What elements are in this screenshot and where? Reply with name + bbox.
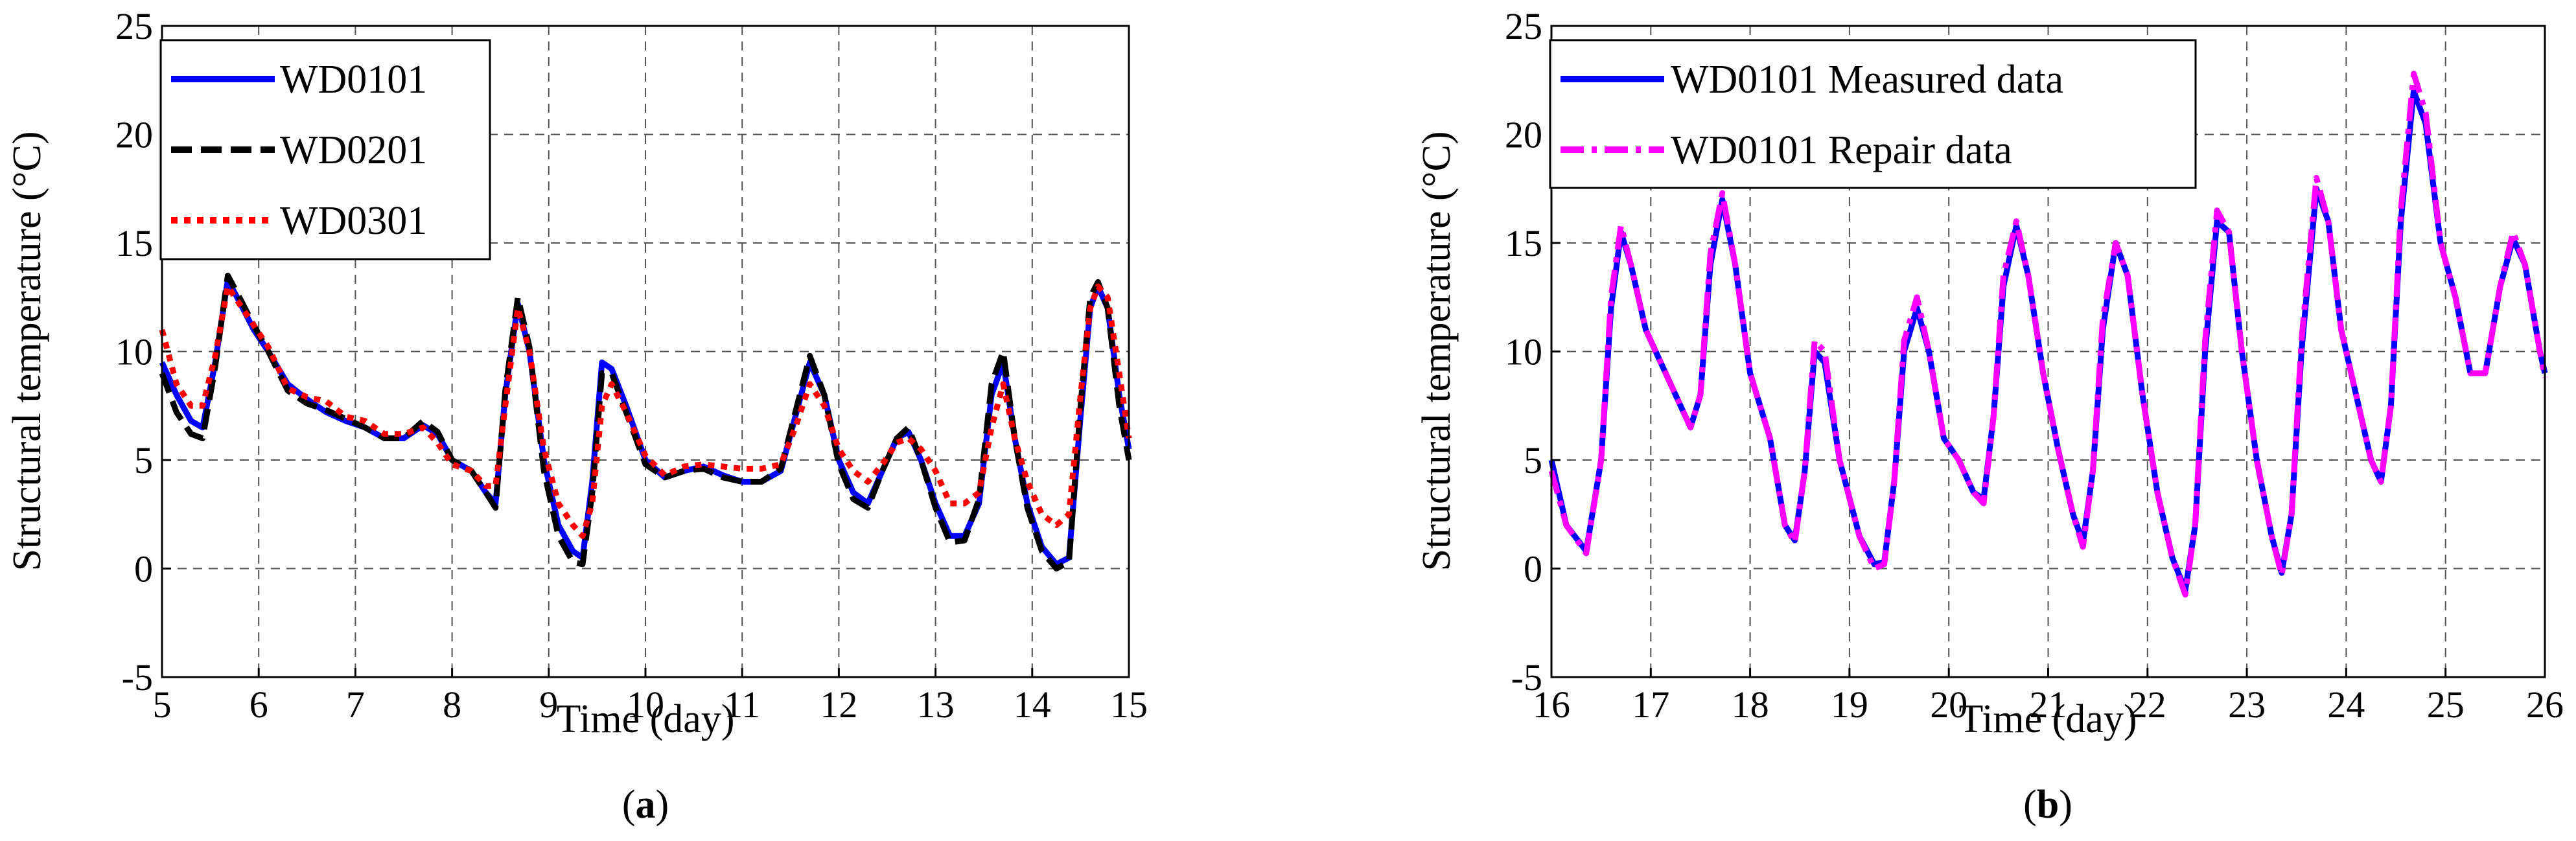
- legend-label-repair: WD0101 Repair data: [1671, 128, 2012, 172]
- x-tick-label: 5: [153, 684, 172, 726]
- x-tick-label: 10: [627, 684, 664, 726]
- x-tick-label: 15: [1110, 684, 1148, 726]
- chart-panel-b: 16 17 18 19 20 21 22 23 24 25 26 -5 0 5 10 15 20 25 Time …: [1415, 5, 2564, 827]
- y-tick-label: 15: [1505, 222, 1542, 264]
- ticks-b: 16 17 18 19 20 21 22 23 24 25 26 -5 0 5 10 15 20 25: [1505, 5, 2564, 726]
- y-axis-label-a: Structural temperature (°C): [5, 132, 49, 571]
- y-tick-label: 0: [1524, 548, 1542, 590]
- y-tick-label: 10: [115, 331, 153, 373]
- x-tick-label: 26: [2526, 684, 2564, 726]
- panel-label-a-close: ): [656, 783, 669, 827]
- grid-b: [1551, 26, 2545, 677]
- x-axis-label-b: Time (day): [1959, 697, 2137, 741]
- series-line-wd0301: [159, 283, 1132, 539]
- x-tick-label: 8: [443, 684, 461, 726]
- y-tick-label: 10: [1505, 331, 1542, 373]
- y-tick-label: 20: [1505, 114, 1542, 156]
- y-tick-label: -5: [1511, 656, 1542, 698]
- legend-label-wd0301: WD0301: [280, 199, 427, 243]
- ticks-a: 5 6 7 8 9 10 11 12 13 14 15 -5 0 5 10 15 20 25: [115, 5, 1148, 726]
- legend-b: WD0101 Measured data WD0101 Repair data: [1549, 39, 2197, 189]
- legend-label-wd0101: WD0101: [280, 58, 427, 102]
- x-tick-label: 12: [820, 684, 857, 726]
- chart-panel-a: 5 6 7 8 9 10 11 12 13 14 15 -5 0 5 10 15 20 25 Time (day)…: [5, 5, 1148, 827]
- panel-label-a-open: (: [622, 783, 636, 827]
- x-tick-label: 24: [2327, 684, 2365, 726]
- x-tick-label: 16: [1533, 684, 1570, 726]
- x-tick-label: 19: [1831, 684, 1868, 726]
- panel-label-a: (a): [622, 783, 669, 827]
- legend-label-wd0201: WD0201: [280, 128, 427, 172]
- panel-label-b-open: (: [2023, 783, 2037, 827]
- y-tick-label: 25: [1505, 5, 1542, 47]
- y-tick-label: 0: [134, 548, 153, 590]
- y-tick-label: 5: [134, 439, 153, 481]
- x-tick-label: 9: [539, 684, 558, 726]
- y-tick-label: 25: [115, 5, 153, 47]
- x-tick-label: 13: [917, 684, 955, 726]
- panel-label-b: (b): [2023, 783, 2072, 827]
- panel-label-b-letter: b: [2037, 783, 2059, 827]
- x-tick-label: 7: [346, 684, 365, 726]
- x-tick-label: 20: [1930, 684, 1967, 726]
- x-tick-label: 25: [2427, 684, 2465, 726]
- series-a: [159, 272, 1132, 571]
- x-tick-label: 18: [1732, 684, 1769, 726]
- panel-label-b-close: ): [2059, 783, 2072, 827]
- x-tick-label: 22: [2129, 684, 2166, 726]
- x-tick-label: 23: [2228, 684, 2266, 726]
- y-tick-label: 15: [115, 222, 153, 264]
- series-b: [1548, 71, 2548, 598]
- legend-a: WD0101 WD0201 WD0301: [159, 39, 491, 260]
- x-tick-label: 14: [1014, 684, 1051, 726]
- x-tick-label: 21: [2030, 684, 2067, 726]
- x-tick-label: 11: [724, 684, 760, 726]
- y-tick-label: 20: [115, 114, 153, 156]
- legend-label-measured: WD0101 Measured data: [1671, 58, 2063, 102]
- panel-label-a-letter: a: [636, 783, 656, 827]
- y-tick-label: 5: [1524, 439, 1542, 481]
- y-tick-label: -5: [122, 656, 153, 698]
- series-line-wd0101-repair-data: [1548, 71, 2548, 598]
- y-axis-label-b: Structural temperature (°C): [1415, 132, 1459, 571]
- series-line-wd0201: [159, 272, 1132, 571]
- x-axis-label-a: Time (day): [557, 697, 735, 741]
- x-tick-label: 17: [1632, 684, 1669, 726]
- legend-box-b: [1549, 39, 2197, 189]
- x-tick-label: 6: [249, 684, 268, 726]
